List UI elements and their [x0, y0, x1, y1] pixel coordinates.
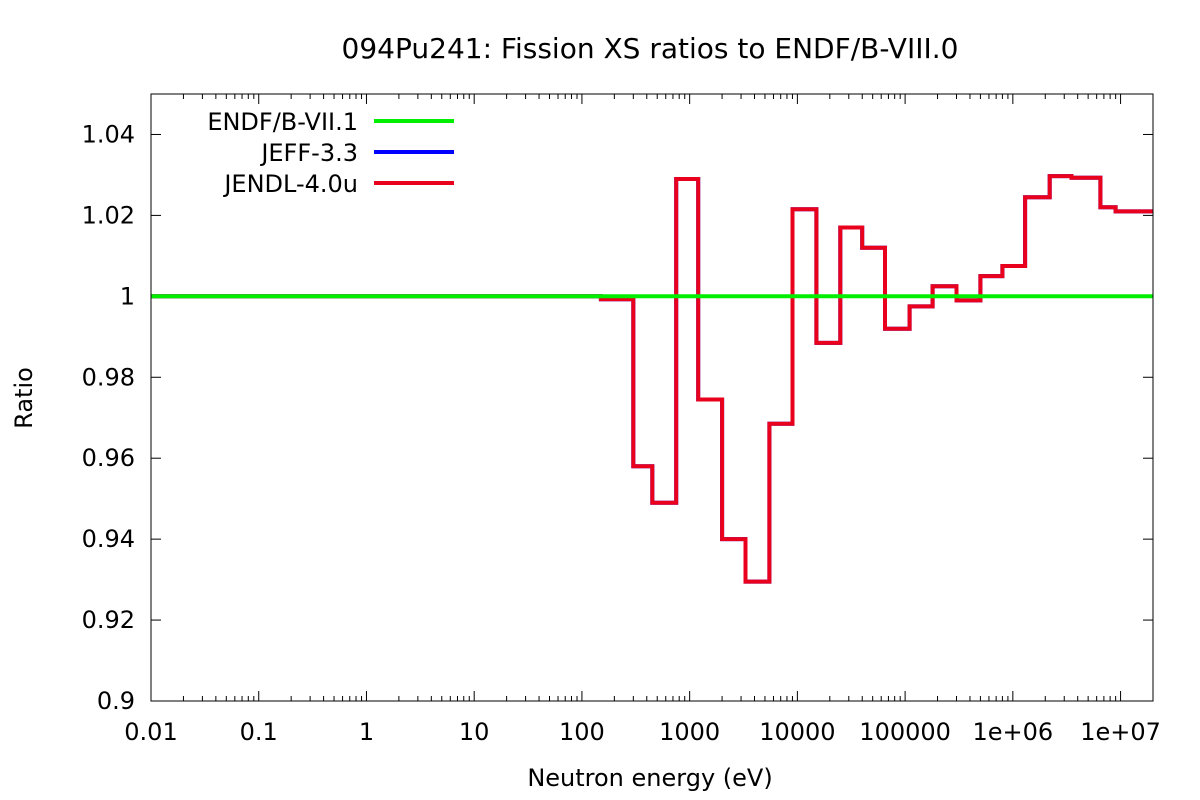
y-tick-label: 1 — [120, 282, 135, 310]
x-tick-label: 0.1 — [240, 718, 278, 746]
y-tick-label: 1.04 — [82, 120, 135, 148]
plot-frame — [150, 93, 1154, 702]
y-tick-label: 0.94 — [82, 525, 135, 553]
x-tick-label: 1 — [359, 718, 374, 746]
axis-ticks: 0.01 0.1 1 10 100 1000 10000 100000 1e+06 1e+07 0.… — [82, 94, 1161, 746]
x-tick-label: 0.01 — [124, 718, 177, 746]
legend-label: ENDF/B-VII.1 — [207, 108, 358, 136]
legend-label: JENDL-4.0u — [222, 170, 358, 198]
y-tick-label: 0.98 — [82, 363, 135, 391]
x-tick-label: 10000 — [759, 718, 835, 746]
x-tick-label: 100000 — [859, 718, 951, 746]
chart-title: 094Pu241: Fission XS ratios to ENDF/B-VI… — [342, 32, 959, 65]
x-tick-label: 100 — [559, 718, 605, 746]
y-axis-label: Ratio — [10, 367, 38, 429]
legend: ENDF/B-VII.1 JEFF-3.3 JENDL-4.0u — [207, 108, 454, 198]
x-tick-label: 1e+06 — [972, 718, 1053, 746]
x-axis-label: Neutron energy (eV) — [527, 764, 772, 792]
series-line-1 — [151, 174, 1153, 584]
y-tick-label: 1.02 — [82, 201, 135, 229]
y-tick-label: 0.96 — [82, 444, 135, 472]
series-line-2 — [151, 174, 1153, 584]
x-tick-label: 10 — [459, 718, 490, 746]
legend-label: JEFF-3.3 — [259, 139, 358, 167]
y-tick-label: 0.92 — [82, 606, 135, 634]
x-tick-label: 1e+07 — [1080, 718, 1161, 746]
y-tick-label: 0.9 — [97, 687, 135, 715]
plot-series — [151, 174, 1153, 584]
x-tick-label: 1000 — [659, 718, 720, 746]
